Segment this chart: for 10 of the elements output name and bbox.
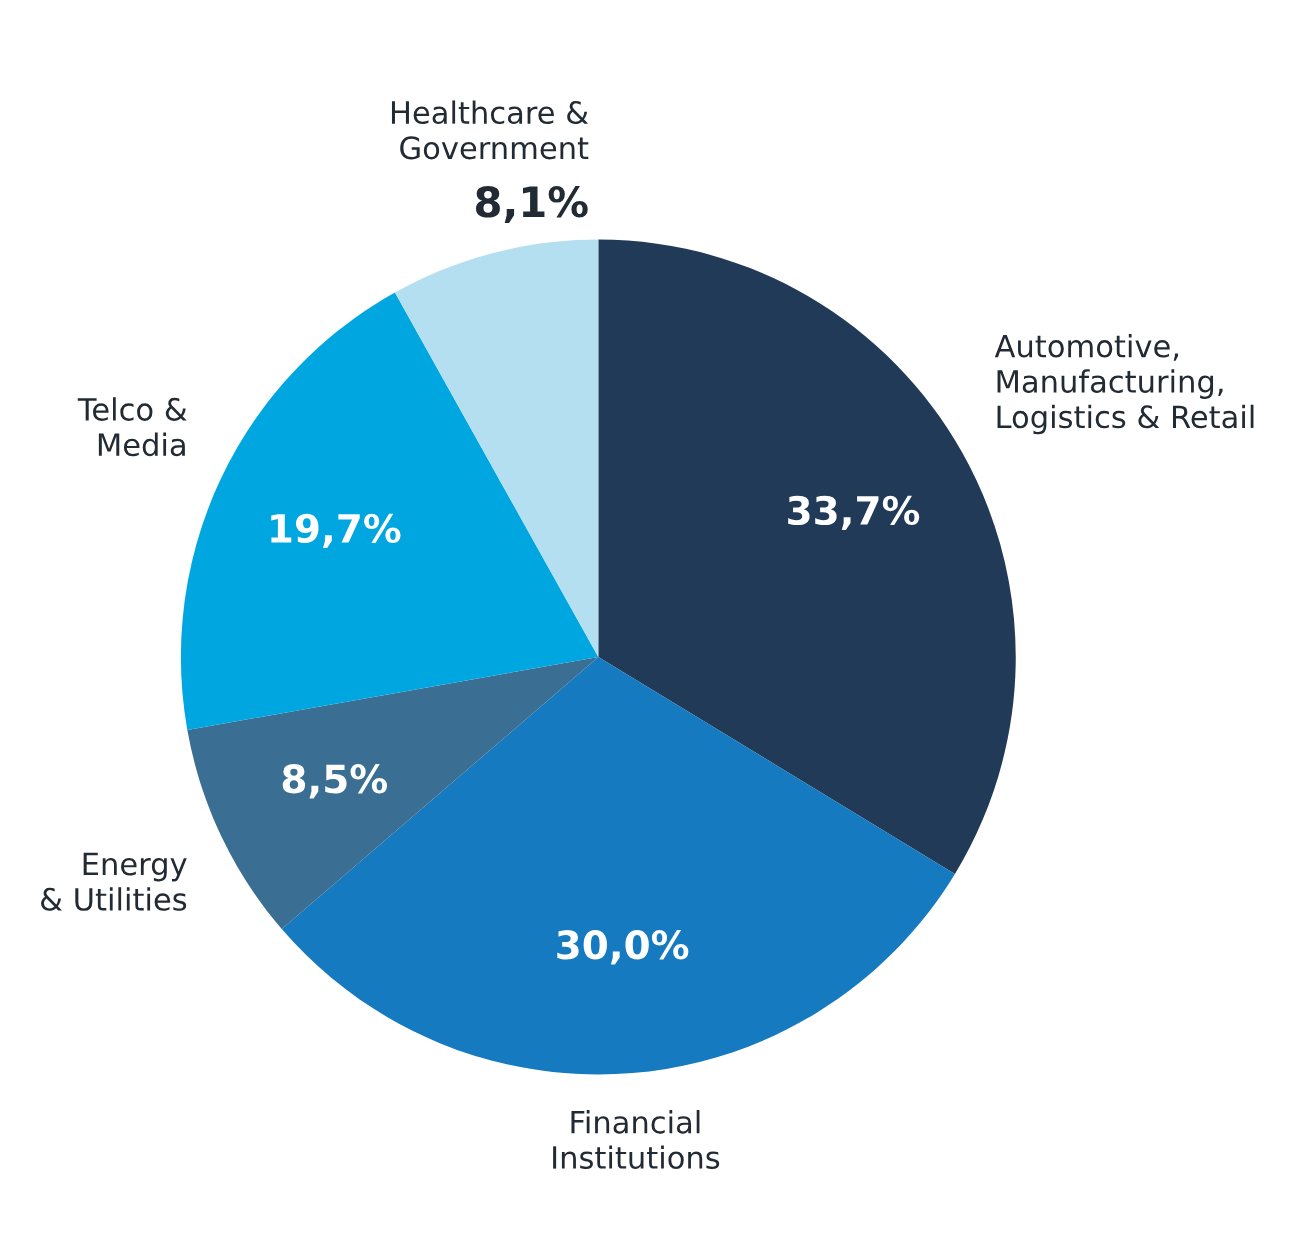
data-label: 19,7% (271, 513, 401, 549)
data-label: 8,1% (476, 186, 588, 223)
data-label: 33,7% (788, 495, 920, 531)
data-label: 8,5% (282, 764, 388, 799)
data-label: 30,0% (557, 930, 689, 965)
slice-label: Energy & Utilities (41, 852, 187, 911)
slice-label: Telco & Media (77, 397, 187, 457)
slice-label: Automotive, Manufacturing, Logistics & Retail (994, 333, 1254, 435)
slice-label: Healthcare & Government (391, 100, 589, 160)
slice-label: Financial Institutions (553, 1110, 720, 1170)
